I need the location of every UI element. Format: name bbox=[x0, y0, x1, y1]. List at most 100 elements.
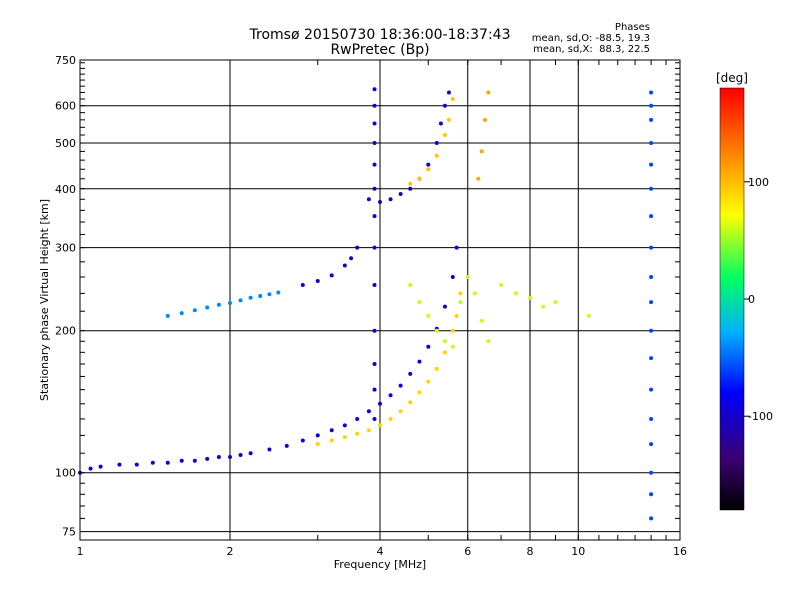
data-point bbox=[300, 283, 305, 288]
data-point bbox=[649, 186, 654, 191]
data-point bbox=[284, 443, 289, 448]
data-point bbox=[329, 273, 334, 278]
data-point bbox=[329, 428, 334, 433]
phases-title: Phases bbox=[614, 22, 650, 33]
data-point bbox=[426, 313, 431, 318]
data-point bbox=[372, 141, 377, 146]
data-point bbox=[372, 328, 377, 333]
data-point bbox=[442, 103, 447, 108]
data-point bbox=[649, 103, 654, 108]
colorbar bbox=[719, 87, 745, 511]
data-point bbox=[417, 176, 422, 181]
data-point bbox=[349, 256, 354, 261]
data-point bbox=[366, 428, 371, 433]
data-point bbox=[426, 162, 431, 167]
colorbar-label: [deg] bbox=[716, 71, 748, 85]
chart-title: Tromsø 20150730 18:36:00-18:37:43 bbox=[249, 27, 511, 43]
data-point bbox=[117, 462, 122, 467]
data-point bbox=[458, 291, 463, 296]
x-axis-label: Frequency [MHz] bbox=[334, 558, 426, 571]
data-point bbox=[649, 214, 654, 219]
data-point bbox=[450, 274, 455, 279]
data-point bbox=[216, 302, 221, 307]
colorbar-tick-label: -100 bbox=[748, 410, 773, 423]
data-point bbox=[372, 214, 377, 219]
data-point bbox=[372, 121, 377, 126]
data-point bbox=[458, 300, 463, 305]
data-point bbox=[434, 328, 439, 333]
data-point bbox=[372, 87, 377, 92]
data-point bbox=[355, 245, 360, 250]
y-tick-label: 400 bbox=[55, 183, 76, 196]
data-point bbox=[408, 181, 413, 186]
data-point bbox=[417, 300, 422, 305]
x-tick-label: 10 bbox=[571, 545, 585, 558]
data-point bbox=[408, 186, 413, 191]
data-point bbox=[514, 291, 519, 296]
data-point bbox=[649, 442, 654, 447]
data-point bbox=[300, 438, 305, 443]
data-point bbox=[165, 313, 170, 318]
data-point bbox=[649, 300, 654, 305]
colorbar-tick-label: 100 bbox=[748, 176, 769, 189]
y-tick-label: 100 bbox=[55, 467, 76, 480]
y-tick-label: 600 bbox=[55, 100, 76, 113]
data-point bbox=[486, 90, 491, 95]
data-point bbox=[541, 304, 546, 309]
data-point bbox=[434, 366, 439, 371]
data-point bbox=[499, 283, 504, 288]
data-point bbox=[179, 458, 184, 463]
data-point bbox=[258, 293, 263, 298]
data-point bbox=[649, 470, 654, 475]
data-point bbox=[450, 344, 455, 349]
data-point bbox=[450, 328, 455, 333]
x-axis: 1 2 4 6 8 10 16 bbox=[77, 60, 687, 558]
data-point bbox=[205, 456, 210, 461]
data-point bbox=[649, 245, 654, 250]
data-point bbox=[465, 274, 470, 279]
data-point bbox=[248, 295, 253, 300]
data-point bbox=[150, 460, 155, 465]
data-point bbox=[446, 117, 451, 122]
data-point bbox=[426, 344, 431, 349]
data-point bbox=[649, 141, 654, 146]
colorbar-ticks: -100 0 100 bbox=[744, 176, 773, 423]
data-point bbox=[238, 453, 243, 458]
data-point bbox=[426, 167, 431, 172]
data-point bbox=[486, 339, 491, 344]
data-point bbox=[205, 305, 210, 310]
data-point bbox=[434, 153, 439, 158]
data-point bbox=[649, 516, 654, 521]
data-point bbox=[649, 274, 654, 279]
data-point bbox=[476, 176, 481, 181]
colorbar-tick-label: 0 bbox=[748, 293, 755, 306]
data-point bbox=[649, 328, 654, 333]
data-point bbox=[372, 387, 377, 392]
data-point bbox=[649, 492, 654, 497]
data-point bbox=[378, 423, 382, 428]
x-tick-label: 4 bbox=[377, 545, 384, 558]
y-tick-label: 75 bbox=[62, 526, 76, 539]
data-point bbox=[649, 90, 654, 95]
y-axis: 75 100 200 300 400 500 600 750 bbox=[55, 54, 680, 539]
data-point bbox=[483, 117, 488, 122]
data-point bbox=[649, 416, 654, 421]
data-point bbox=[649, 162, 654, 167]
data-point bbox=[398, 191, 403, 196]
data-point bbox=[228, 454, 232, 459]
y-tick-label: 200 bbox=[55, 325, 76, 338]
phases-x-stats: mean, sd,X: 88.3, 22.5 bbox=[533, 44, 650, 55]
data-point bbox=[315, 442, 320, 447]
data-point bbox=[366, 409, 371, 414]
data-point bbox=[408, 283, 413, 288]
data-point bbox=[528, 295, 532, 300]
x-tick-label: 2 bbox=[227, 545, 234, 558]
data-point bbox=[479, 318, 484, 323]
chart-subtitle: RwPretec (Bp) bbox=[330, 42, 430, 58]
data-point bbox=[553, 300, 558, 305]
data-point bbox=[479, 149, 484, 154]
data-point bbox=[238, 298, 243, 303]
data-point bbox=[378, 199, 382, 204]
data-point bbox=[342, 263, 347, 268]
